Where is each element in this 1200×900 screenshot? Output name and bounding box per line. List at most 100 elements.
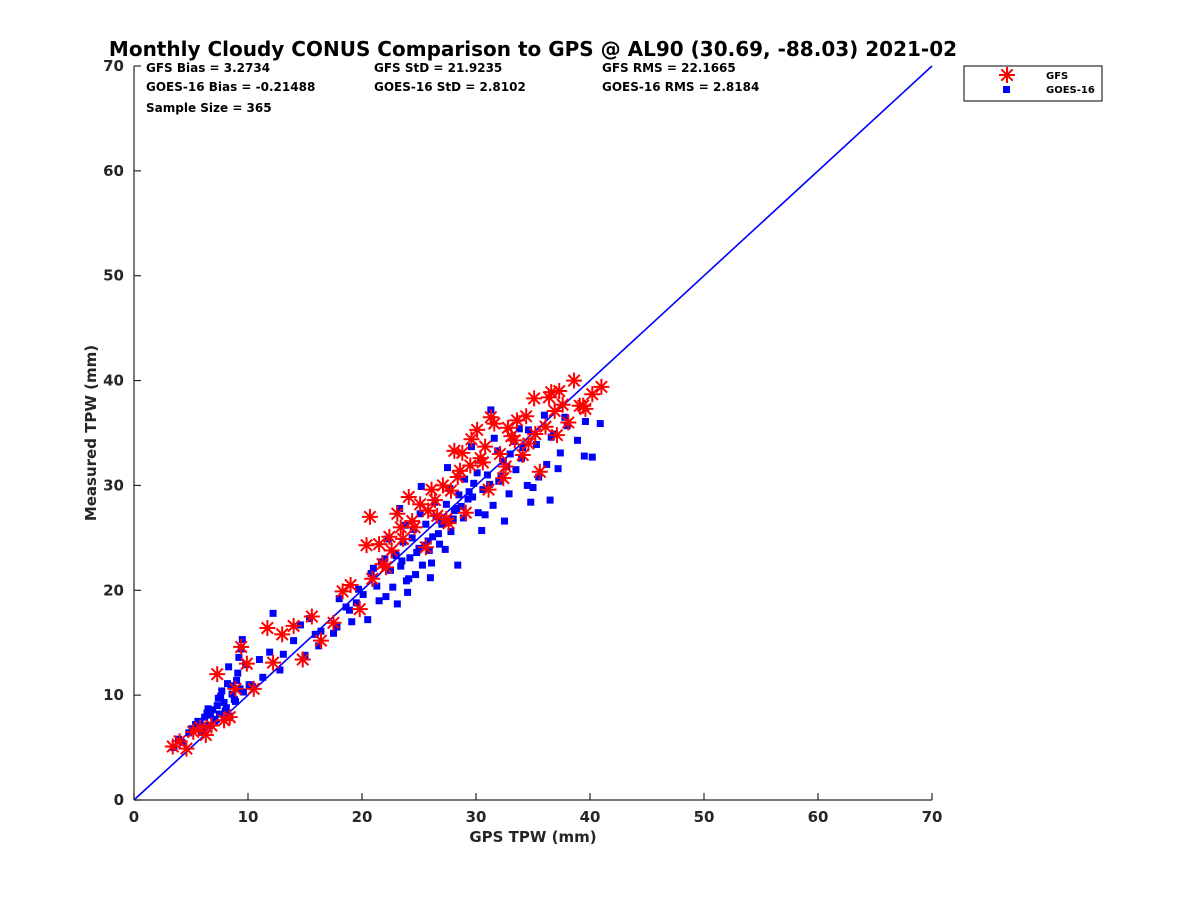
- gfs-point: [419, 501, 438, 520]
- gfs-point: [302, 607, 321, 626]
- legend-gfs-asterisk-icon: [998, 66, 1016, 84]
- goes16-point: [429, 533, 437, 541]
- goes16-point: [486, 480, 494, 488]
- goes16-point: [255, 655, 263, 663]
- goes16-point: [426, 574, 434, 582]
- stat-gfs-std: GFS StD = 21.9235: [374, 61, 502, 75]
- goes16-point: [188, 725, 196, 733]
- gfs-point: [498, 418, 517, 437]
- goes16-point: [453, 504, 461, 512]
- goes16-point: [405, 575, 413, 583]
- gfs-point: [232, 637, 251, 656]
- goes16-point: [204, 705, 212, 713]
- goes16-point: [441, 545, 449, 553]
- goes16-point: [279, 650, 287, 658]
- goes16-point: [422, 520, 430, 528]
- goes16-point: [348, 618, 356, 626]
- goes16-point: [473, 469, 481, 477]
- goes16-point: [512, 466, 520, 474]
- goes16-point: [408, 534, 416, 542]
- goes16-point: [413, 549, 421, 557]
- goes16-point: [239, 688, 247, 696]
- goes16-point: [415, 544, 423, 552]
- gfs-point: [416, 538, 435, 557]
- goes16-point: [369, 564, 377, 572]
- goes16-point: [535, 473, 543, 481]
- y-tick-label: 10: [103, 686, 124, 704]
- goes16-point: [418, 561, 426, 569]
- goes16-point: [481, 511, 489, 519]
- legend-goes16-square-icon: [1003, 86, 1010, 93]
- goes16-point: [424, 537, 432, 545]
- gfs-point: [536, 417, 555, 436]
- goes16-point: [330, 629, 337, 637]
- goes16-point: [436, 540, 444, 548]
- goes16-point: [387, 566, 394, 574]
- goes16-point: [228, 690, 236, 698]
- goes16-point: [483, 471, 491, 479]
- goes16-point: [412, 571, 420, 579]
- goes16-point: [543, 460, 551, 468]
- goes16-point: [389, 583, 397, 591]
- goes16-point: [464, 495, 472, 503]
- goes16-point: [209, 706, 217, 714]
- y-tick-label: 40: [103, 372, 124, 390]
- chart-title: Monthly Cloudy CONUS Comparison to GPS @…: [109, 37, 957, 61]
- x-tick-label: 40: [580, 808, 601, 826]
- goes16-point: [489, 501, 497, 509]
- gfs-point: [559, 413, 578, 432]
- gfs-point: [382, 541, 401, 560]
- goes16-point: [210, 716, 218, 724]
- gfs-point: [517, 407, 536, 426]
- stat-gfs-rms: GFS RMS = 22.1665: [602, 61, 736, 75]
- goes16-point: [404, 588, 412, 596]
- goes16-point: [225, 663, 233, 671]
- goes16-point: [459, 514, 467, 522]
- goes16-point: [478, 527, 486, 535]
- gfs-point: [403, 512, 422, 531]
- x-tick-label: 20: [352, 808, 373, 826]
- goes16-point: [469, 493, 477, 501]
- goes16-point: [523, 481, 531, 489]
- x-tick-label: 30: [466, 808, 487, 826]
- goes16-point: [416, 510, 424, 518]
- gfs-point: [550, 382, 569, 401]
- gfs-point: [360, 507, 379, 526]
- goes16-point: [213, 702, 221, 710]
- goes16-point: [455, 491, 463, 499]
- goes16-point: [364, 616, 372, 624]
- goes16-point: [311, 630, 319, 638]
- goes16-point: [529, 484, 537, 492]
- goes16-point: [580, 452, 588, 460]
- goes16-point: [397, 562, 405, 570]
- gfs-point: [324, 613, 343, 632]
- goes16-point: [359, 590, 367, 598]
- goes16-point: [335, 595, 343, 603]
- y-tick-label: 50: [103, 267, 124, 285]
- goes16-point: [218, 687, 226, 695]
- gfs-point: [273, 625, 292, 644]
- x-tick-label: 70: [922, 808, 943, 826]
- gfs-point: [311, 631, 330, 650]
- gfs-point: [237, 654, 256, 673]
- gfs-point: [494, 469, 513, 488]
- x-tick-label: 60: [808, 808, 829, 826]
- goes16-point: [470, 479, 478, 487]
- y-tick-label: 0: [114, 791, 124, 809]
- gfs-point: [476, 437, 495, 456]
- goes16-point: [367, 570, 375, 578]
- gfs-point: [592, 377, 611, 396]
- gfs-point: [565, 371, 584, 390]
- goes16-point: [233, 676, 241, 684]
- stat-goes16-bias: GOES-16 Bias = -0.21488: [146, 80, 315, 94]
- goes16-point: [490, 434, 498, 442]
- goes16-point: [393, 600, 401, 608]
- goes16-point: [444, 464, 451, 472]
- goes16-point: [461, 475, 469, 483]
- gfs-point: [350, 600, 369, 619]
- goes16-point: [259, 673, 267, 681]
- goes16-point: [373, 582, 381, 590]
- goes16-point: [221, 707, 229, 715]
- goes16-point: [276, 666, 284, 674]
